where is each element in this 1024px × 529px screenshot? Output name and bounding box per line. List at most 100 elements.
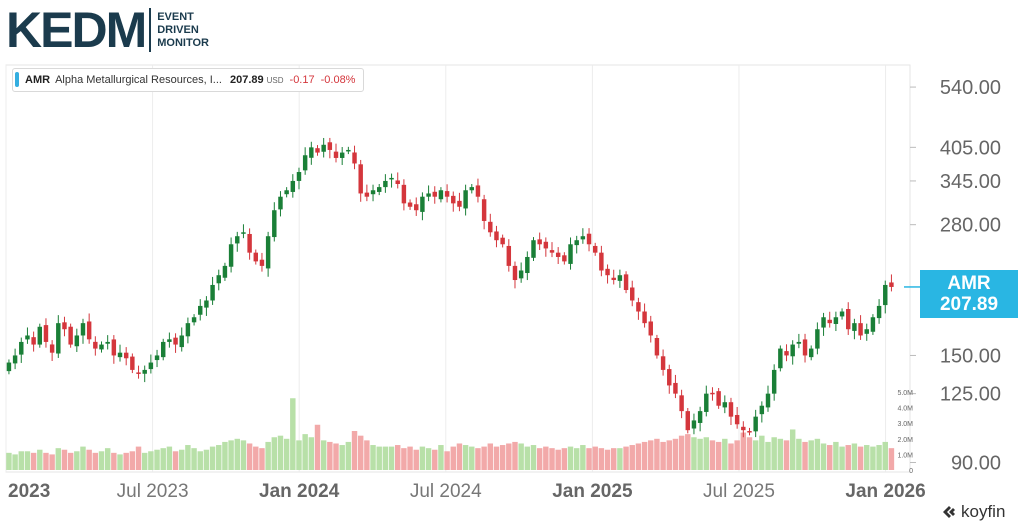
candle-body <box>852 323 857 331</box>
candle-body <box>488 221 493 233</box>
volume-bar <box>487 443 494 470</box>
candle-body <box>222 265 228 278</box>
candle-body <box>759 405 765 415</box>
candle-body <box>99 344 104 350</box>
volume-bar <box>543 446 549 470</box>
candle-body <box>395 180 400 185</box>
volume-bar <box>666 440 672 470</box>
volume-bar <box>364 440 370 470</box>
price-tag-value: 207.89 <box>939 294 999 315</box>
candle-body <box>25 335 30 340</box>
candle-body <box>12 355 18 364</box>
volume-bar <box>216 445 222 470</box>
volume-bar <box>407 446 413 470</box>
candle-body <box>771 369 777 394</box>
candle-body <box>765 393 771 408</box>
volume-bar <box>839 446 845 470</box>
volume-bar <box>370 445 376 470</box>
volume-bar <box>203 449 210 470</box>
volume-bar <box>734 440 740 470</box>
volume-bar <box>493 446 500 470</box>
candle-body <box>531 240 536 258</box>
volume-bar <box>826 445 833 470</box>
volume-bar <box>351 431 358 470</box>
candle-body <box>228 244 234 267</box>
volume-bar <box>851 443 858 470</box>
volume-bars <box>6 398 895 470</box>
volume-bar <box>12 454 18 470</box>
volume-bar <box>740 432 747 470</box>
volume-bar <box>37 449 43 470</box>
volume-bar <box>166 446 173 470</box>
candle-body <box>654 338 660 356</box>
candle-body <box>160 341 166 358</box>
candle-body <box>790 344 795 357</box>
candle-body <box>679 395 684 412</box>
y-tick-label: 345.00 <box>940 171 1001 193</box>
candle-body <box>691 420 697 429</box>
volume-bar <box>234 438 240 470</box>
candle-body <box>278 196 283 210</box>
y-tick-label: 90.00 <box>951 452 1001 474</box>
grid <box>5 64 911 473</box>
volume-bar <box>395 445 401 470</box>
volume-bar <box>339 445 345 470</box>
candle-body <box>673 382 678 394</box>
volume-bar <box>777 438 784 470</box>
volume-bar <box>709 440 716 470</box>
koyfin-brand[interactable]: koyfin <box>940 502 1005 522</box>
volume-bar <box>154 449 160 470</box>
candle-body <box>148 362 154 370</box>
series-legend[interactable]: AMR Alpha Metallurgical Resources, I... … <box>12 68 365 92</box>
candle-body <box>352 152 357 164</box>
volume-bar <box>129 451 136 470</box>
volume-bar <box>833 441 839 470</box>
candle-body <box>623 274 629 291</box>
volume-bar <box>191 448 197 470</box>
candle-body <box>630 287 635 301</box>
volume-bar <box>160 448 166 470</box>
candle-body <box>86 321 92 340</box>
candle-body <box>549 250 555 253</box>
candle-body <box>339 152 345 158</box>
candle-body <box>802 339 808 356</box>
y-tick-label: 125.00 <box>940 384 1001 406</box>
volume-bar <box>802 441 808 470</box>
volume-bar <box>567 446 574 470</box>
candle-body <box>136 372 141 374</box>
candle-body <box>259 259 265 266</box>
candle-body <box>796 341 802 344</box>
volume-bar <box>111 452 117 470</box>
candle-body <box>6 362 12 372</box>
candle-body <box>870 317 876 332</box>
candle-body <box>833 317 839 324</box>
candle-body <box>648 321 653 336</box>
legend-change-pct: -0.08% <box>320 74 356 86</box>
volume-bar <box>654 438 660 470</box>
candle-body <box>599 252 604 271</box>
candle-body <box>864 329 869 334</box>
candle-body <box>555 252 561 257</box>
logo-wordmark: KEDM <box>6 2 147 58</box>
candle-body <box>19 341 24 355</box>
candle-body <box>846 309 851 330</box>
candle-body <box>753 416 758 432</box>
volume-bar <box>413 449 419 470</box>
legend-change: -0.17 <box>289 74 315 86</box>
candle-body <box>525 256 530 274</box>
candle-body <box>327 142 333 150</box>
volume-bar <box>752 440 759 470</box>
legend-currency: USD <box>266 75 284 85</box>
volume-bar <box>419 446 426 470</box>
volume-bar <box>86 449 92 470</box>
volume-bar <box>92 452 99 470</box>
volume-bar <box>197 451 203 470</box>
volume-bar <box>148 451 154 470</box>
candle-body <box>574 240 579 246</box>
volume-bar <box>703 437 710 470</box>
candle-body <box>463 190 468 209</box>
x-tick-label: Jul 2023 <box>117 481 189 502</box>
koyfin-logo-icon <box>943 506 955 518</box>
volume-bar <box>6 452 12 470</box>
